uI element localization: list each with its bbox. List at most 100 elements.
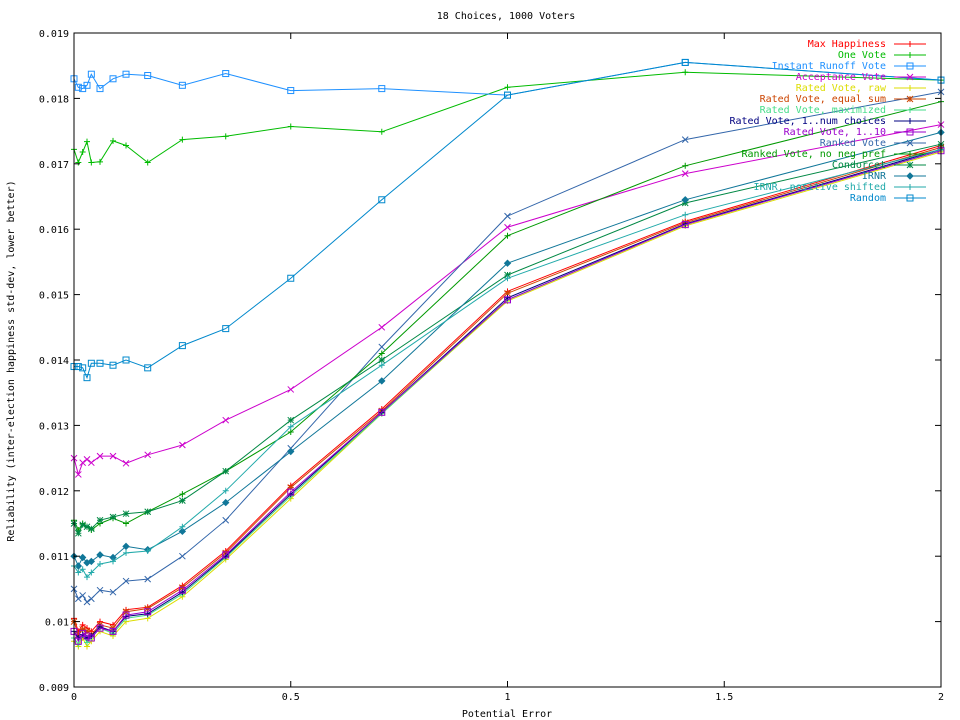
data-point — [179, 136, 186, 143]
legend-label: Acceptance Vote — [796, 72, 886, 83]
data-point — [109, 588, 117, 596]
legend-marker — [906, 194, 914, 202]
data-point — [287, 428, 294, 435]
data-point — [681, 170, 689, 177]
data-point — [122, 542, 130, 551]
data-point — [378, 408, 386, 416]
series-9 — [70, 88, 945, 606]
data-point — [378, 196, 386, 204]
data-point — [122, 70, 130, 78]
data-point — [144, 508, 152, 516]
data-point — [681, 58, 689, 66]
data-point — [222, 70, 230, 78]
data-point — [96, 516, 104, 524]
data-point — [109, 75, 117, 83]
data-point — [84, 138, 91, 145]
legend-label: Rated Vote, 1..num choices — [729, 116, 886, 127]
data-point — [222, 133, 229, 140]
legend-marker — [906, 139, 914, 147]
data-point — [96, 85, 104, 93]
data-point — [287, 447, 295, 456]
y-tick-label: 0.013 — [39, 421, 69, 432]
data-point — [97, 158, 104, 165]
data-point — [83, 628, 91, 635]
data-point — [144, 159, 151, 166]
data-point — [110, 558, 117, 565]
data-point — [504, 84, 511, 91]
legend-label: IRNR — [862, 171, 887, 182]
data-point — [222, 551, 230, 559]
y-tick-label: 0.01 — [45, 618, 69, 629]
legend-marker — [906, 62, 914, 70]
data-point — [378, 377, 386, 385]
data-point — [179, 497, 186, 504]
data-point — [504, 91, 511, 99]
data-point — [144, 608, 152, 616]
data-point — [109, 627, 117, 635]
data-point — [504, 212, 511, 220]
data-point — [109, 513, 117, 521]
data-point — [78, 553, 87, 562]
data-point — [179, 523, 186, 530]
data-point — [74, 471, 82, 478]
series-3 — [70, 121, 945, 478]
data-point — [287, 423, 294, 430]
y-axis: 0.009 0.01 0.011 0.012 0.013 0.014 0.015 0.016 0… — [39, 29, 941, 694]
x-tick-label: 2 — [938, 692, 944, 703]
data-point — [682, 69, 689, 76]
data-point — [84, 574, 91, 581]
data-point — [87, 70, 95, 78]
data-point — [88, 159, 95, 166]
data-point — [222, 487, 229, 494]
data-point — [87, 634, 95, 642]
data-point — [79, 459, 87, 467]
legend-marker — [907, 151, 913, 157]
x-tick-label: 0.5 — [282, 692, 300, 703]
data-point — [74, 83, 82, 91]
series-7 — [71, 146, 944, 641]
data-point — [87, 525, 95, 533]
data-point — [96, 551, 104, 559]
data-point — [75, 159, 82, 166]
data-point — [96, 452, 104, 460]
data-point — [503, 259, 512, 267]
y-tick-label: 0.009 — [39, 683, 69, 694]
data-point — [122, 356, 130, 364]
data-point — [178, 527, 187, 536]
data-point — [222, 416, 230, 424]
data-point — [79, 626, 87, 633]
data-point — [222, 498, 230, 507]
data-point — [79, 566, 86, 573]
chart-title: 18 Choices, 1000 Voters — [437, 11, 575, 22]
data-point — [681, 221, 689, 229]
legend-label: Rated Vote, maximized — [760, 105, 886, 116]
data-point — [110, 137, 117, 144]
y-axis-label: Reliability (inter-election happiness st… — [6, 180, 17, 541]
series-12 — [70, 128, 945, 570]
data-point — [287, 274, 295, 282]
data-point — [74, 529, 82, 537]
data-point — [122, 611, 130, 619]
series-14 — [70, 58, 945, 382]
data-point — [178, 586, 186, 594]
y-tick-label: 0.019 — [39, 29, 69, 40]
data-point — [378, 343, 386, 351]
data-point — [504, 296, 511, 304]
y-tick-label: 0.014 — [39, 356, 69, 367]
data-point — [287, 123, 294, 130]
series-line — [73, 148, 942, 639]
data-point — [222, 516, 230, 524]
data-point — [681, 136, 689, 143]
data-point — [287, 416, 295, 424]
data-point — [83, 632, 91, 640]
data-point — [109, 452, 117, 460]
series-13 — [71, 146, 944, 581]
legend-marker — [907, 184, 913, 190]
data-point — [83, 81, 91, 89]
data-point — [378, 362, 385, 369]
data-point — [222, 467, 230, 475]
series-line — [73, 131, 942, 568]
data-point — [74, 637, 82, 645]
plot-area — [70, 58, 945, 650]
